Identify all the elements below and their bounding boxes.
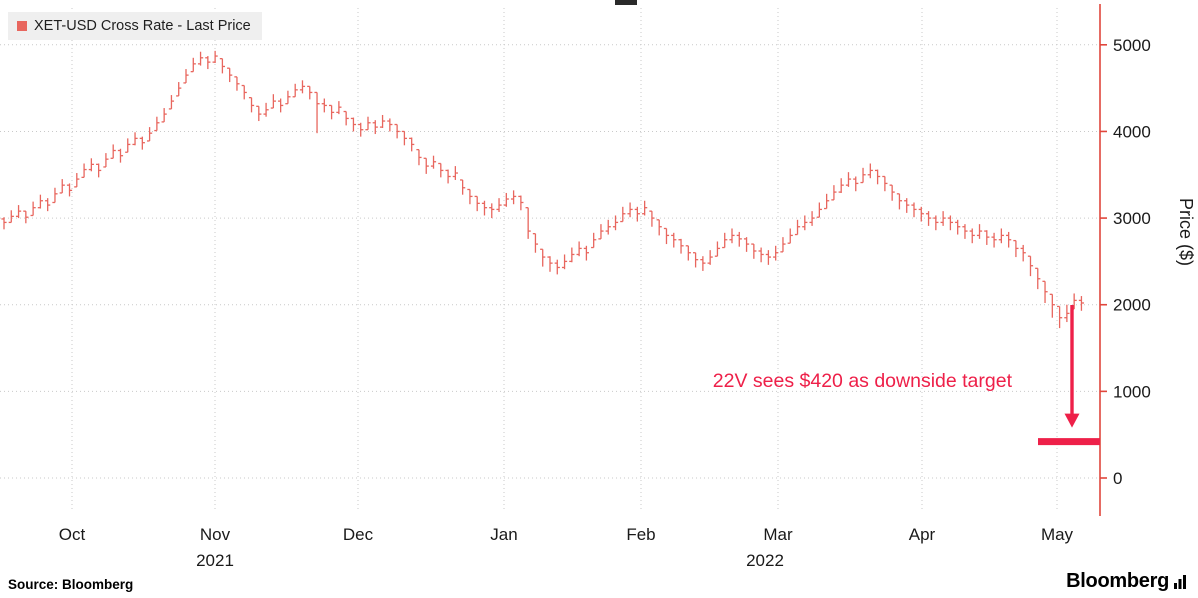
chart-legend: XET-USD Cross Rate - Last Price xyxy=(8,12,262,40)
year-label: 2022 xyxy=(746,551,784,570)
y-tick-label: 0 xyxy=(1113,469,1122,488)
x-tick-label: Jan xyxy=(490,525,517,544)
y-tick-label: 1000 xyxy=(1113,382,1151,401)
y-tick-label: 2000 xyxy=(1113,296,1151,315)
x-tick-label: Apr xyxy=(909,525,936,544)
year-label: 2021 xyxy=(196,551,234,570)
bloomberg-logo-text: Bloomberg xyxy=(1066,570,1169,592)
legend-label: XET-USD Cross Rate - Last Price xyxy=(34,18,251,34)
source-label: Source: Bloomberg xyxy=(8,577,134,592)
x-axis-labels: Oct Nov Dec Jan Feb Mar Apr May 2021 2022 xyxy=(59,525,1074,570)
bloomberg-logo-icon xyxy=(1174,574,1186,589)
bloomberg-logo: Bloomberg xyxy=(1066,570,1188,593)
gridlines xyxy=(0,8,1100,512)
ohlc-bars xyxy=(1,50,1085,329)
top-edge-artifact xyxy=(615,0,637,5)
x-tick-label: Mar xyxy=(763,525,793,544)
annotation-text: 22V sees $420 as downside target xyxy=(712,370,1012,392)
x-tick-label: Dec xyxy=(343,525,374,544)
legend-marker-icon xyxy=(17,21,27,31)
target-level-bar xyxy=(1038,438,1100,446)
downside-target-annotation xyxy=(1038,304,1100,446)
y-tick-label: 4000 xyxy=(1113,122,1151,141)
x-tick-label: Feb xyxy=(626,525,655,544)
x-tick-label: May xyxy=(1041,525,1074,544)
x-tick-label: Nov xyxy=(200,525,231,544)
down-arrow-head xyxy=(1064,413,1080,428)
y-tick-label: 3000 xyxy=(1113,209,1151,228)
y-axis: 0 1000 2000 3000 4000 5000 Price ($) xyxy=(1099,4,1196,516)
x-tick-label: Oct xyxy=(59,525,86,544)
y-tick-label: 5000 xyxy=(1113,36,1151,55)
y-axis-title: Price ($) xyxy=(1176,198,1196,266)
